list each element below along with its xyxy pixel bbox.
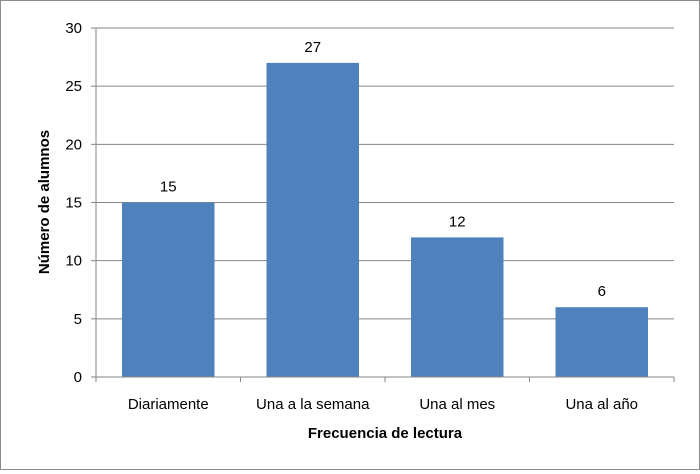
bar-una-al-mes bbox=[411, 237, 504, 377]
axes bbox=[91, 27, 675, 382]
data-label: 12 bbox=[449, 213, 466, 230]
x-tick-label: Una a la semana bbox=[256, 396, 370, 413]
x-tick-label: Una al año bbox=[565, 396, 638, 413]
bars bbox=[122, 62, 648, 378]
bar-una-a-la-semana bbox=[266, 62, 359, 378]
x-tick-label: Una al mes bbox=[419, 396, 495, 413]
y-tick-label: 25 bbox=[65, 78, 82, 95]
y-axis-title: Número de alumnos bbox=[36, 130, 53, 274]
y-tick-label: 20 bbox=[65, 136, 82, 153]
y-tick-label: 5 bbox=[74, 311, 82, 328]
x-tick-label: Diariamente bbox=[128, 396, 209, 413]
y-tick-label: 30 bbox=[65, 20, 82, 37]
x-axis-title: Frecuencia de lectura bbox=[308, 425, 463, 442]
data-label: 27 bbox=[304, 39, 321, 56]
bar-una-al-año bbox=[555, 307, 648, 377]
data-label: 15 bbox=[160, 179, 177, 196]
data-label: 6 bbox=[598, 283, 606, 300]
labels: 0 5 10 15 20 25 30 15 Diariamente 27 Una a la sema… bbox=[65, 20, 638, 413]
bar-diariamente bbox=[122, 202, 215, 377]
y-tick-label: 10 bbox=[65, 253, 82, 270]
y-tick-label: 0 bbox=[74, 369, 82, 386]
y-tick-label: 15 bbox=[65, 195, 82, 212]
